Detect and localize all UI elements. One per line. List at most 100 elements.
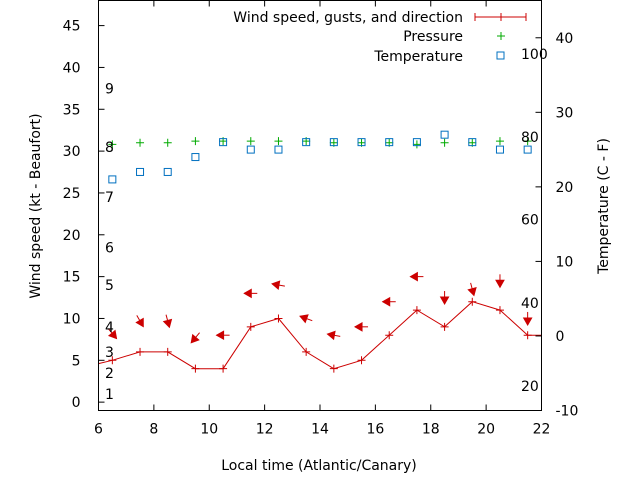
x-tick-label: 10 — [200, 422, 218, 438]
pressure-point — [246, 137, 255, 146]
beaufort-label: 1 — [105, 387, 114, 403]
wind-direction-arrow-head — [299, 314, 309, 324]
wind-speed-point — [440, 322, 449, 331]
wind-direction-arrow — [326, 330, 341, 341]
wind-speed-point — [191, 364, 200, 373]
temperature-point — [246, 145, 255, 154]
pressure-point — [523, 137, 532, 146]
temperature-point — [136, 167, 145, 176]
y-tick-label: 35 — [63, 102, 81, 118]
data-layer — [98, 130, 542, 373]
wind-direction-arrow-head — [495, 279, 505, 289]
x-tick-label: 22 — [533, 422, 551, 438]
wind-direction-arrow — [495, 274, 505, 289]
pressure-point — [163, 138, 172, 147]
wind-direction-arrow — [439, 291, 450, 306]
beaufort-label: 6 — [105, 240, 114, 256]
wind-speed-point — [468, 297, 477, 306]
fahrenheit-label: 100 — [521, 47, 548, 63]
wind-speed-point — [163, 347, 172, 356]
x-tick-label: 14 — [311, 422, 329, 438]
pressure-point — [440, 138, 449, 147]
wind-direction-arrow — [409, 271, 424, 282]
y-tick-label: 45 — [63, 19, 81, 35]
wind-direction-arrow — [135, 315, 144, 328]
wind-direction-arrow-head — [439, 296, 450, 306]
x-axis-title: Local time (Atlantic/Canary) — [221, 458, 417, 474]
wind-direction-arrow — [243, 288, 258, 299]
beaufort-label: 4 — [105, 320, 114, 336]
x-tick-label: 20 — [477, 422, 495, 438]
temperature-point — [274, 145, 283, 154]
beaufort-label: 2 — [105, 366, 114, 382]
temperature-point — [302, 138, 311, 147]
wind-direction-arrow-head — [243, 288, 252, 299]
temperature-point — [108, 175, 117, 184]
legend-label-pressure: Pressure — [403, 29, 463, 45]
temperature-point — [163, 167, 172, 176]
y-tick-label: 30 — [63, 144, 81, 160]
wind-direction-arrow — [467, 282, 477, 297]
fahrenheit-label: 20 — [521, 379, 539, 395]
fahrenheit-label: 80 — [521, 130, 539, 146]
axis-layer: 6 8 10 12 14 16 18 20 22051015202530354045-10010… — [63, 0, 579, 438]
wind-direction-arrow-head — [354, 321, 363, 332]
x-tick-label: 6 — [94, 422, 103, 438]
beaufort-label: 9 — [105, 81, 114, 97]
fahrenheit-label: 40 — [521, 296, 539, 312]
wind-direction-arrow-head — [467, 286, 477, 297]
wind-direction-arrow — [162, 314, 173, 329]
fahrenheit-label: 60 — [521, 213, 539, 229]
wind-direction-arrow-head — [190, 333, 200, 344]
pressure-point — [136, 138, 145, 147]
x-tick-label: 18 — [422, 422, 440, 438]
beaufort-label: 8 — [105, 140, 114, 156]
temperature-point — [219, 138, 228, 147]
wind-direction-arrow-head — [381, 296, 391, 307]
y2-axis-title: Temperature (C - F) — [596, 138, 612, 275]
wind-direction-arrow — [271, 280, 285, 290]
temperature-point — [523, 145, 532, 154]
wind-speed-point — [274, 314, 283, 323]
temperature-point — [385, 138, 394, 147]
legend-swatch-temperature — [496, 51, 505, 60]
wind-direction-arrow-head — [326, 330, 336, 341]
beaufort-label: 3 — [105, 345, 114, 361]
beaufort-label: 7 — [105, 190, 114, 206]
wind-direction-arrow-head — [522, 317, 533, 326]
y-tick-label: 40 — [63, 60, 81, 76]
wind-direction-arrow-head — [162, 318, 173, 329]
wind-speed-point — [357, 356, 366, 365]
pressure-point — [495, 137, 504, 146]
wind-direction-arrow-head — [107, 329, 118, 340]
temperature-point — [412, 138, 421, 147]
legend-swatch-pressure — [497, 32, 505, 40]
plot-frame — [98, 0, 542, 411]
wind-direction-arrow-head — [271, 280, 281, 290]
pressure-point — [191, 137, 200, 146]
wind-speed-point — [108, 356, 117, 365]
wind-direction-arrow — [299, 314, 313, 324]
y-axis-title: Wind speed (kt - Beaufort) — [28, 113, 44, 298]
y2-tick-label: 30 — [556, 105, 574, 121]
wind-speed-point — [219, 364, 228, 373]
temperature-point — [495, 145, 504, 154]
wind-direction-arrow — [190, 332, 200, 344]
y2-tick-label: 10 — [556, 254, 574, 270]
y-tick-label: 5 — [72, 353, 81, 369]
wind-speed-point — [523, 331, 532, 340]
wind-direction-arrow-head — [215, 330, 225, 341]
y2-tick-label: 0 — [556, 329, 565, 345]
wind-speed-point — [412, 306, 421, 315]
y-tick-label: 10 — [63, 311, 81, 327]
temperature-point — [440, 130, 449, 139]
wind-speed-line — [98, 301, 542, 370]
y-tick-label: 20 — [63, 228, 81, 244]
wind-speed-point — [136, 347, 145, 356]
legend: Wind speed, gusts, and direction Pressur… — [233, 10, 527, 65]
y2-tick-label: -10 — [556, 404, 579, 420]
pressure-point — [274, 137, 283, 146]
beaufort-label: 5 — [105, 278, 114, 294]
wind-speed-point — [246, 322, 255, 331]
wind-speed-point — [302, 347, 311, 356]
